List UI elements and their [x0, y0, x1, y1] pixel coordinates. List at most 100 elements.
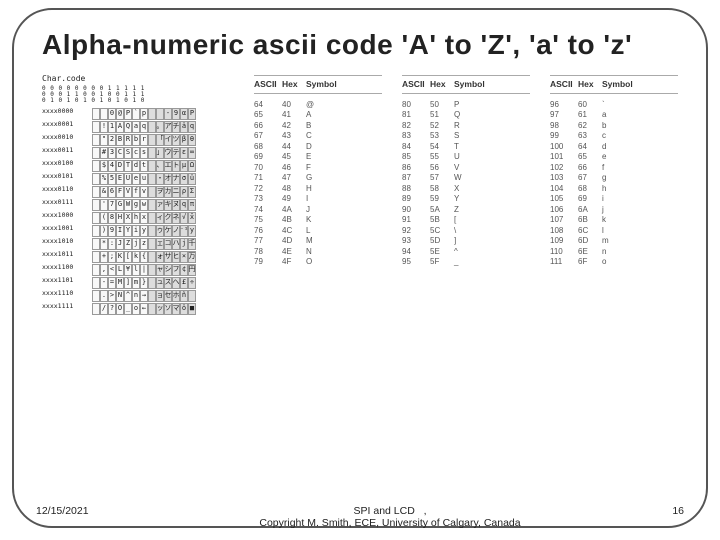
charcode-cell: [148, 160, 156, 172]
ascii-hex: 51: [430, 110, 454, 119]
ascii-symbol: R: [454, 121, 530, 130]
charcode-cell: [148, 225, 156, 237]
ascii-hex: 64: [578, 142, 602, 151]
charcode-cell: 5: [108, 173, 116, 185]
charcode-cells: $4DTdt、エトμΩ: [92, 160, 196, 172]
charcode-cell: #: [100, 147, 108, 159]
ascii-dec: 107: [550, 215, 578, 224]
charcode-cell: ←: [140, 303, 148, 315]
charcode-cell: [92, 212, 100, 224]
charcode-cell: o: [132, 303, 140, 315]
ascii-row: 6945E: [254, 152, 382, 161]
charcode-cell: F: [116, 186, 124, 198]
charcode-cell: j: [132, 238, 140, 250]
ascii-dec: 80: [402, 100, 430, 109]
ascii-dec: 98: [550, 121, 578, 130]
charcode-cell: μ: [180, 160, 188, 172]
charcode-cell: !: [100, 121, 108, 133]
ascii-hex: 4F: [282, 257, 306, 266]
ascii-symbol: K: [306, 215, 382, 224]
charcode-row: xxxx1000(8HXhxィクネ√x̄: [42, 212, 242, 224]
charcode-cell: £: [180, 277, 188, 289]
charcode-row-label: xxxx0111: [42, 199, 90, 211]
charcode-row: xxxx00000@P`p-9αP: [42, 108, 242, 120]
ascii-dec: 81: [402, 110, 430, 119]
charcode-cell: B: [116, 134, 124, 146]
ascii-hex: 5B: [430, 215, 454, 224]
hdr-ascii: ASCII: [550, 79, 578, 89]
charcode-cell: q: [180, 199, 188, 211]
charcode-cell: l: [132, 264, 140, 276]
charcode-cell: ニ: [172, 186, 180, 198]
charcode-row: xxxx0011#3CScs」ウテε∞: [42, 147, 242, 159]
charcode-cell: ッ: [156, 303, 164, 315]
ascii-symbol: o: [602, 257, 678, 266]
charcode-row-label: xxxx1010: [42, 238, 90, 250]
charcode-cell: ö: [180, 303, 188, 315]
charcode-cell: [92, 160, 100, 172]
charcode-cell: ケ: [164, 225, 172, 237]
ascii-row: 10165e: [550, 152, 678, 161]
ascii-dec: 64: [254, 100, 282, 109]
charcode-cell: K: [116, 251, 124, 263]
charcode-cell: P: [124, 108, 132, 120]
charcode-cell: マ: [172, 303, 180, 315]
ascii-hex: 69: [578, 194, 602, 203]
charcode-cell: ,: [100, 264, 108, 276]
ascii-dec: 77: [254, 236, 282, 245]
ascii-symbol: C: [306, 131, 382, 140]
charcode-cell: [148, 212, 156, 224]
charcode-cell: 。: [156, 121, 164, 133]
charcode-cell: |: [140, 264, 148, 276]
ascii-dec: 95: [402, 257, 430, 266]
charcode-cell: x̄: [188, 212, 196, 224]
charcode-cell: ト: [172, 160, 180, 172]
charcode-cell: 」: [156, 147, 164, 159]
charcode-cell: 万: [188, 251, 196, 263]
ascii-symbol: c: [602, 131, 678, 140]
charcode-cell: [148, 290, 156, 302]
charcode-cell: _: [124, 303, 132, 315]
charcode-cell: a: [132, 121, 140, 133]
charcode-cell: ・: [156, 173, 164, 185]
charcode-cell: 円: [188, 264, 196, 276]
charcode-cell: *: [100, 238, 108, 250]
charcode-cells: ,<L¥l|ャシフ¢円: [92, 264, 196, 276]
ascii-dec: 111: [550, 257, 578, 266]
charcode-cell: >: [108, 290, 116, 302]
hdr-ascii: ASCII: [254, 79, 282, 89]
ascii-hex: 58: [430, 184, 454, 193]
charcode-cell: <: [108, 264, 116, 276]
ascii-row: 1106En: [550, 247, 678, 256]
charcode-cell: b: [132, 134, 140, 146]
ascii-row: 955F_: [402, 257, 530, 266]
charcode-cell: k: [132, 251, 140, 263]
charcode-cell: [92, 199, 100, 211]
charcode-cell: g: [132, 199, 140, 211]
ascii-dec: 92: [402, 226, 430, 235]
ascii-dec: 89: [402, 194, 430, 203]
charcode-row-label: xxxx0010: [42, 134, 90, 146]
charcode-cell: 「: [156, 134, 164, 146]
ascii-hex: 6D: [578, 236, 602, 245]
charcode-cell: ¢: [180, 264, 188, 276]
charcode-row: xxxx0101%5EUeu・オナσü: [42, 173, 242, 185]
ascii-symbol: i: [602, 194, 678, 203]
ascii-symbol: S: [454, 131, 530, 140]
ascii-row: 8656V: [402, 163, 530, 172]
ascii-symbol: k: [602, 215, 678, 224]
charcode-cell: [156, 108, 164, 120]
charcode-cell: $: [100, 160, 108, 172]
charcode-cell: -: [100, 277, 108, 289]
charcode-cell: [148, 303, 156, 315]
charcode-row-label: xxxx1001: [42, 225, 90, 237]
charcode-cell: D: [116, 160, 124, 172]
ascii-row: 7248H: [254, 184, 382, 193]
ascii-symbol: U: [454, 152, 530, 161]
charcode-cell: 6: [108, 186, 116, 198]
charcode-cell: サ: [164, 251, 172, 263]
ascii-col-3: ASCII Hex Symbol 9660`9761a9862b9963c100…: [550, 75, 678, 316]
charcode-cell: -: [164, 108, 172, 120]
charcode-cell: ウ: [164, 147, 172, 159]
charcode-cells: %5EUeu・オナσü: [92, 173, 196, 185]
